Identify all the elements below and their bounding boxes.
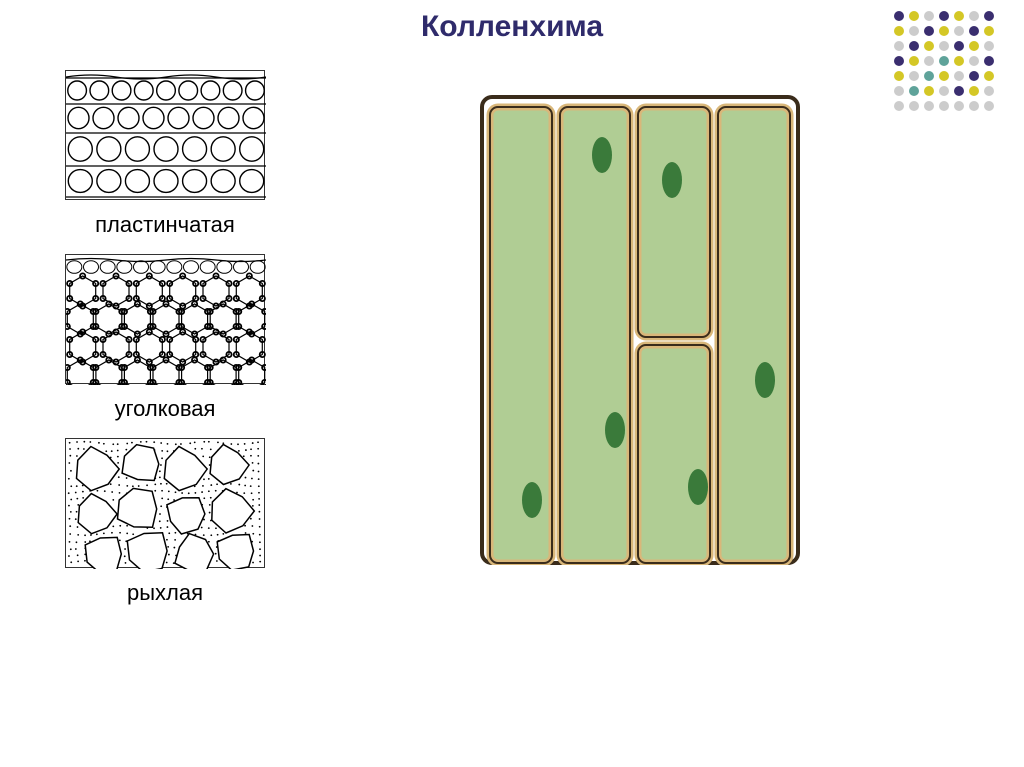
lacunar-caption: рыхлая [50, 580, 280, 606]
angular-diagram [65, 254, 265, 384]
longitudinal-section-figure [480, 95, 800, 565]
page-title: Колленхима [0, 10, 1024, 44]
lacunar-diagram [65, 438, 265, 568]
lamellar-diagram [65, 70, 265, 200]
angular-caption: уголковая [50, 396, 280, 422]
decorative-dot-grid [891, 8, 1006, 128]
lamellar-caption: пластинчатая [50, 212, 280, 238]
types-column: пластинчатая уголковая рыхлая [50, 70, 280, 614]
